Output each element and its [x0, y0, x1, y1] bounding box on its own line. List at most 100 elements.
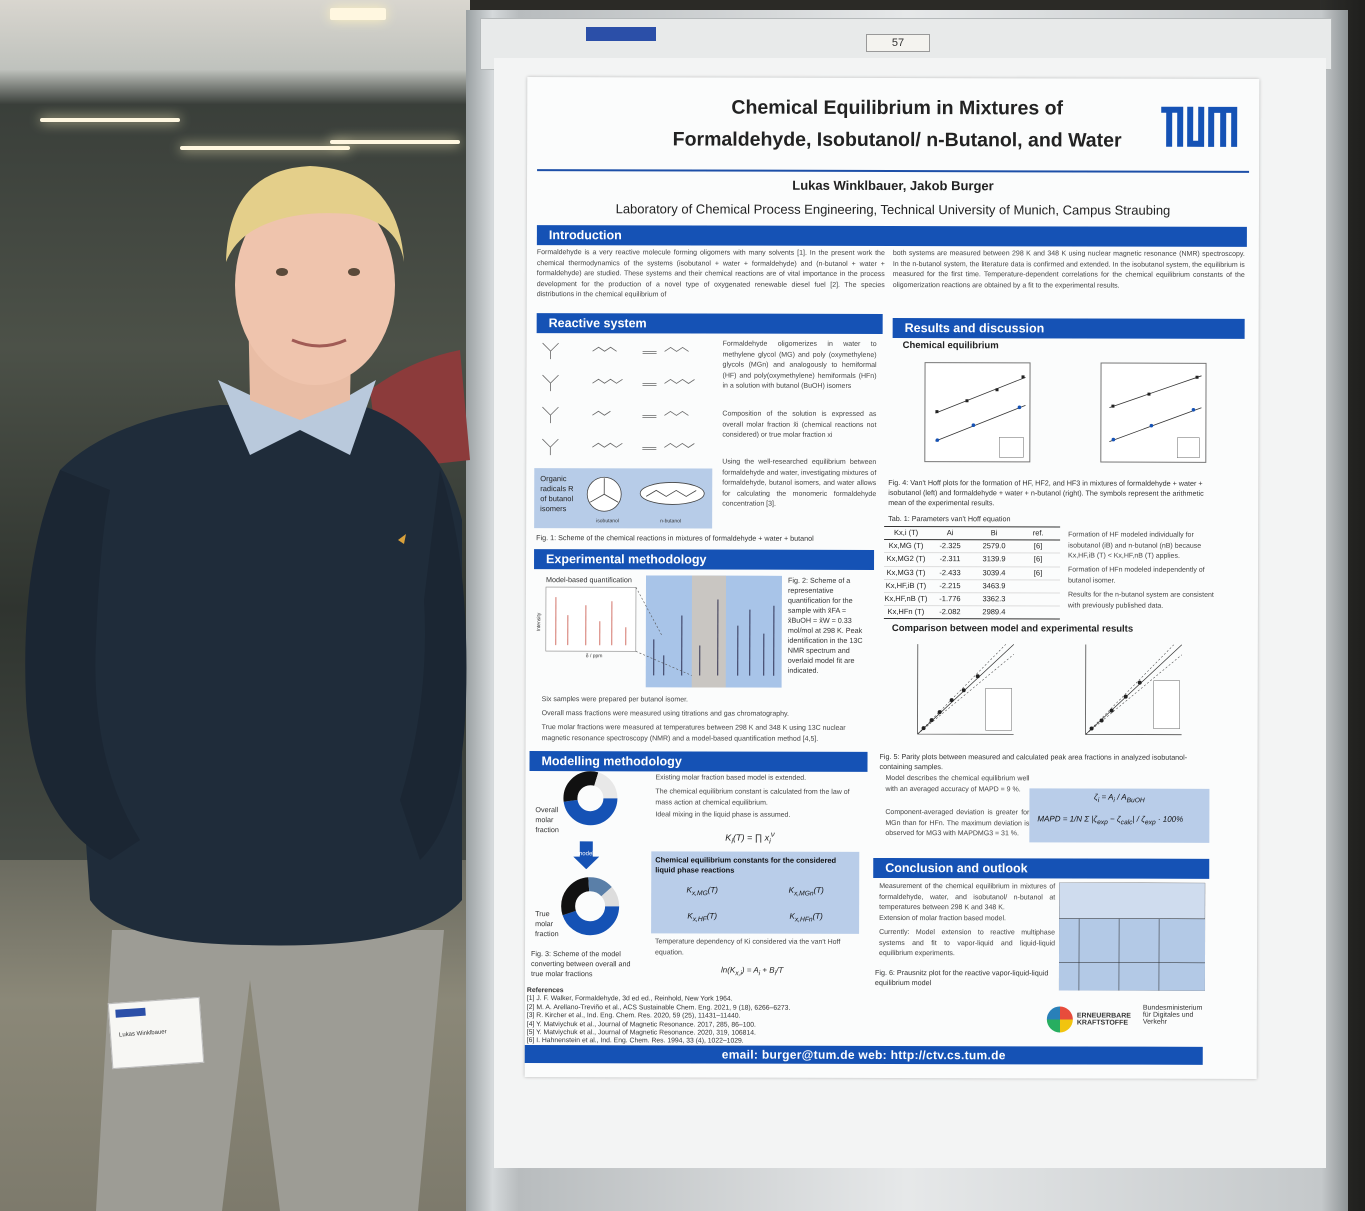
eq-kmg: Kx,MG(T) — [686, 885, 718, 898]
isobutanol-structure — [586, 476, 622, 512]
exp-bullet: True molar fractions were measured at te… — [541, 724, 846, 743]
sponsor-renewable-fuels: ERNEUERBARE KRAFTSTOFFE — [1076, 1012, 1131, 1027]
mapd-equation-box: ζi = Ai / ABuOH MAPD = 1/N Σ |ζexp − ζca… — [1029, 788, 1210, 843]
results-bullet: Formation of HFn modeled independently o… — [1067, 566, 1205, 585]
ceiling-light — [40, 118, 180, 122]
ceiling-light — [180, 146, 350, 150]
title-line-1: Chemical Equilibrium in Mixtures of — [731, 96, 1064, 120]
table-cell: [6] — [1033, 541, 1043, 551]
table-cell: 2579.0 — [982, 541, 1006, 551]
equilibrium-constants-box: Chemical equilibrium constants for the c… — [651, 851, 860, 934]
exp-bullet: Overall mass fractions were measured usi… — [541, 710, 789, 718]
table-header-cell: ref. — [1032, 528, 1044, 538]
reactive-bullet: Formaldehyde oligomerizes in water to me… — [722, 340, 877, 390]
n-butanol-label: n-butanol — [660, 518, 682, 525]
section-results: Results and discussion — [892, 318, 1245, 339]
reactive-bullet: Composition of the solution is expressed… — [722, 410, 877, 439]
stand-logo — [586, 27, 656, 41]
table-cell — [1016, 593, 1060, 605]
conclusion-bullet: Currently: Model extension to reactive m… — [879, 928, 1056, 958]
table-row: Kx,HFn (T) -2.082 2989.4 — [883, 606, 1060, 620]
table-cell: 3139.9 — [982, 554, 1006, 564]
isobutanol-label: isobutanol — [596, 518, 619, 525]
conclusion-bullet: Measurement of the chemical equilibrium … — [879, 882, 1056, 912]
table-row: Kx,MG (T) -2.325 2579.0 [6] — [884, 540, 1061, 554]
fig4-caption: Fig. 4: Van't Hoff plots for the formati… — [888, 477, 1204, 508]
table-cell — [1016, 606, 1060, 618]
prausnitz-plot — [1058, 882, 1206, 991]
table-cell — [1016, 580, 1060, 592]
eq-row: Kx,HF(T) Kx,HFn(T) — [651, 911, 859, 923]
model-arrow-label: model — [577, 851, 594, 858]
name-badge: Lukas Winklbauer — [107, 996, 205, 1070]
organic-radicals-label: Organic radicals R of butanol isomers — [540, 474, 574, 514]
table-cell: Kx,MG2 (T) — [886, 554, 926, 564]
table-cell: 3362.3 — [982, 594, 1006, 604]
chemical-equilibrium-subtitle: Chemical equilibrium — [902, 340, 999, 352]
table-header-cell: Ai — [946, 528, 954, 538]
vant-hoff-table: Kx,i (T) Ai Bi ref. Kx,MG (T) -2.325 2579.… — [883, 525, 1061, 620]
mapd-formula: MAPD = 1/N Σ |ζexp − ζcalc| / ζexp · 100… — [1037, 813, 1184, 826]
title-rule — [537, 169, 1250, 173]
table-cell: Kx,HF,iB (T) — [885, 580, 927, 590]
vant-hoff-plot-n-butanol — [1100, 362, 1207, 463]
poster-footer: email: burger@tum.de web: http://ctv.cs.… — [524, 1045, 1203, 1065]
table-header-cell: Bi — [990, 528, 998, 538]
nmr-axis-x: δ / ppm — [585, 653, 603, 660]
nmr-spectrum — [545, 575, 783, 688]
conclusion-bullet: Extension of molar fraction based model. — [879, 914, 1006, 923]
fig5-caption: Fig. 5: Parity plots between measured an… — [879, 751, 1188, 772]
table-header-row: Kx,i (T) Ai Bi ref. — [884, 525, 1061, 541]
table-cell: -1.776 — [939, 594, 961, 604]
nmr-label: Model-based quantification — [545, 575, 632, 585]
exp-bullet: Six samples were prepared per butanol is… — [541, 696, 688, 704]
model-bullet-temp: Temperature dependency of Ki considered … — [655, 938, 841, 956]
board-number: 57 — [866, 34, 930, 52]
table-cell: 2989.4 — [982, 607, 1006, 617]
results-bullet: Results for the n-butanol system are con… — [1067, 591, 1214, 610]
table-cell: Kx,MG (T) — [888, 541, 924, 551]
table-cell: -2.311 — [939, 554, 961, 564]
eq-khf: Kx,HF(T) — [687, 911, 718, 923]
references: References [1] J. F. Walker, Formaldehyd… — [527, 987, 1047, 1047]
table-cell: -2.433 — [939, 567, 961, 577]
poster: Chemical Equilibrium in Mixtures of Form… — [524, 77, 1260, 1079]
table-cell: -2.325 — [939, 541, 961, 551]
section-experimental: Experimental methodology — [534, 549, 875, 570]
table-cell: Kx,HF,nB (T) — [884, 593, 928, 604]
section-conclusion: Conclusion and outlook — [873, 857, 1210, 879]
table-row: Kx,MG3 (T) -2.433 3039.4 [6] — [883, 566, 1061, 581]
table-row: Kx,HF,iB (T) -2.215 3463.9 — [883, 579, 1060, 594]
model-bullet: The chemical equilibrium constant is cal… — [655, 788, 850, 807]
organic-radicals-box: Organic radicals R of butanol isomers is… — [534, 468, 713, 529]
table-row: Kx,MG2 (T) -2.311 3139.9 [6] — [884, 553, 1061, 568]
eq-box-title: Chemical equilibrium constants for the c… — [655, 855, 837, 875]
eq-khfn: Kx,HFn(T) — [789, 911, 823, 923]
table-header-cell: Kx,i (T) — [894, 528, 919, 538]
results-bullet: Formation of HF modeled individually for… — [1068, 531, 1202, 560]
ceiling-light — [330, 8, 386, 20]
intro-left-text: Formaldehyde is a very reactive molecule… — [536, 249, 885, 299]
comparison-bullet: Model describes the chemical equilibrium… — [885, 774, 1030, 793]
poster-title: Chemical Equilibrium in Mixtures of Form… — [617, 91, 1177, 156]
true-donut-chart — [561, 877, 620, 936]
intro-right-text: both systems are measured between 298 K … — [892, 250, 1245, 290]
vant-hoff-plot-isobutanol — [924, 362, 1031, 463]
eq-kmgn: Kx,MGn(T) — [788, 885, 824, 898]
ceiling-light — [330, 140, 460, 144]
overall-fraction-label: Overall molar fraction — [535, 805, 559, 835]
eq-row: Kx,MG(T) Kx,MGn(T) — [651, 885, 859, 897]
fig3-caption: Fig. 3: Scheme of the model converting b… — [530, 949, 631, 979]
table-row: Kx,HF,nB (T) -1.776 3362.3 — [883, 592, 1060, 607]
sponsor-logo-circle — [1046, 1006, 1073, 1033]
table-cell: 3039.4 — [982, 567, 1006, 577]
table-cell: Kx,HFn (T) — [887, 607, 925, 617]
parity-plot-left — [917, 644, 1015, 735]
vant-hoff-equation: ln(Kx,i) = Ai + Bi/T — [720, 965, 784, 978]
badge-logo — [115, 1007, 146, 1018]
table-cell: Kx,MG3 (T) — [886, 567, 926, 577]
tab1-caption: Tab. 1: Parameters van't Hoff equation — [888, 513, 1011, 524]
fig1-caption: Fig. 1: Scheme of the chemical reactions… — [536, 533, 814, 543]
overall-donut-chart — [563, 771, 618, 826]
